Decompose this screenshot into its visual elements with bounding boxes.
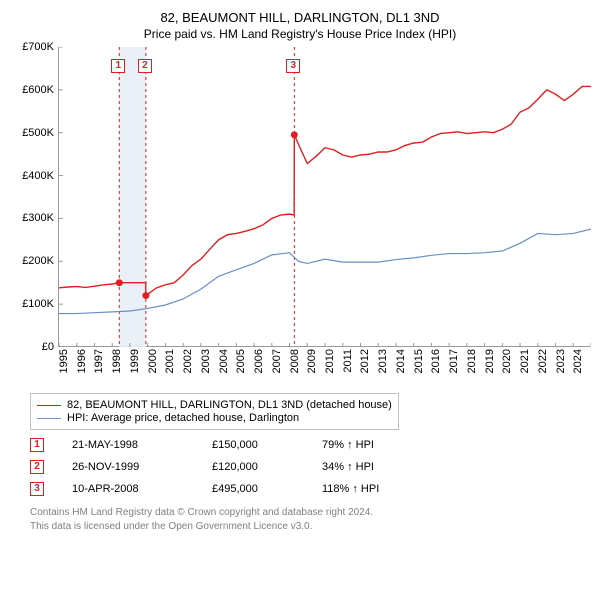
legend-swatch	[37, 418, 61, 419]
legend-label: HPI: Average price, detached house, Darl…	[67, 412, 299, 424]
x-tick-label: 2022	[537, 349, 549, 373]
x-tick-label: 2018	[466, 349, 478, 373]
legend-item: 82, BEAUMONT HILL, DARLINGTON, DL1 3ND (…	[37, 399, 392, 411]
y-tick-label: £100K	[10, 298, 54, 310]
x-tick-label: 2011	[342, 349, 354, 373]
x-tick-label: 2017	[448, 349, 460, 373]
sales-marker: 1	[30, 438, 44, 452]
sales-diff: 118% ↑ HPI	[322, 483, 432, 495]
x-tick-label: 2014	[395, 349, 407, 373]
legend-swatch	[37, 405, 61, 406]
x-tick-label: 2004	[218, 349, 230, 373]
x-tick-label: 2009	[306, 349, 318, 373]
sales-date: 26-NOV-1999	[72, 461, 212, 473]
x-tick-label: 1998	[111, 349, 123, 373]
sales-price: £150,000	[212, 439, 322, 451]
legend-item: HPI: Average price, detached house, Darl…	[37, 412, 392, 424]
sales-price: £120,000	[212, 461, 322, 473]
x-tick-label: 2021	[519, 349, 531, 373]
x-tick-label: 1996	[76, 349, 88, 373]
sales-date: 21-MAY-1998	[72, 439, 212, 451]
y-tick-label: £200K	[10, 255, 54, 267]
y-axis: £0£100K£200K£300K£400K£500K£600K£700K	[10, 47, 58, 347]
event-marker: 3	[286, 59, 300, 73]
chart-title-subtitle: Price paid vs. HM Land Registry's House …	[10, 27, 590, 41]
plot-area	[58, 47, 590, 347]
x-tick-label: 1997	[93, 349, 105, 373]
x-tick-label: 2020	[501, 349, 513, 373]
sales-date: 10-APR-2008	[72, 483, 212, 495]
chart-title-address: 82, BEAUMONT HILL, DARLINGTON, DL1 3ND	[10, 10, 590, 25]
sale-point	[116, 279, 123, 286]
x-tick-label: 2002	[182, 349, 194, 373]
y-tick-label: £300K	[10, 212, 54, 224]
sales-row: 3 10-APR-2008£495,000118% ↑ HPI	[30, 482, 590, 496]
sale-point	[291, 131, 298, 138]
event-marker: 1	[111, 59, 125, 73]
x-tick-label: 2001	[164, 349, 176, 373]
sales-marker: 3	[30, 482, 44, 496]
x-tick-label: 2008	[289, 349, 301, 373]
sales-diff: 79% ↑ HPI	[322, 439, 432, 451]
x-tick-label: 2007	[271, 349, 283, 373]
event-marker: 2	[138, 59, 152, 73]
sales-row: 1 21-MAY-1998£150,00079% ↑ HPI	[30, 438, 590, 452]
x-tick-label: 2003	[200, 349, 212, 373]
attribution: Contains HM Land Registry data © Crown c…	[30, 506, 530, 533]
legend: 82, BEAUMONT HILL, DARLINGTON, DL1 3ND (…	[30, 393, 399, 430]
y-tick-label: £0	[10, 341, 54, 353]
x-tick-label: 2012	[359, 349, 371, 373]
chart-container: 82, BEAUMONT HILL, DARLINGTON, DL1 3ND P…	[0, 0, 600, 590]
plot-svg	[59, 47, 591, 347]
x-tick-label: 2006	[253, 349, 265, 373]
x-tick-label: 2023	[555, 349, 567, 373]
y-tick-label: £500K	[10, 127, 54, 139]
y-tick-label: £400K	[10, 170, 54, 182]
sales-price: £495,000	[212, 483, 322, 495]
chart-area: £0£100K£200K£300K£400K£500K£600K£700K 19…	[10, 47, 590, 387]
y-tick-label: £600K	[10, 84, 54, 96]
x-tick-label: 1999	[129, 349, 141, 373]
y-tick-label: £700K	[10, 41, 54, 53]
legend-label: 82, BEAUMONT HILL, DARLINGTON, DL1 3ND (…	[67, 399, 392, 411]
sales-row: 2 26-NOV-1999£120,00034% ↑ HPI	[30, 460, 590, 474]
x-tick-label: 2019	[484, 349, 496, 373]
sales-marker: 2	[30, 460, 44, 474]
sale-point	[142, 292, 149, 299]
x-tick-label: 2015	[413, 349, 425, 373]
x-tick-label: 1995	[58, 349, 70, 373]
attribution-line2: This data is licensed under the Open Gov…	[30, 520, 530, 534]
x-axis: 1995 1996 1997 1998 1999 2000 2001 2002 2003 2004…	[58, 347, 590, 387]
attribution-line1: Contains HM Land Registry data © Crown c…	[30, 506, 530, 520]
sales-diff: 34% ↑ HPI	[322, 461, 432, 473]
x-tick-label: 2024	[572, 349, 584, 373]
x-tick-label: 2005	[235, 349, 247, 373]
x-tick-label: 2013	[377, 349, 389, 373]
x-tick-label: 2010	[324, 349, 336, 373]
x-tick-label: 2000	[147, 349, 159, 373]
sales-table: 1 21-MAY-1998£150,00079% ↑ HPI 2 26-NOV-199…	[30, 438, 590, 496]
x-tick-label: 2016	[430, 349, 442, 373]
